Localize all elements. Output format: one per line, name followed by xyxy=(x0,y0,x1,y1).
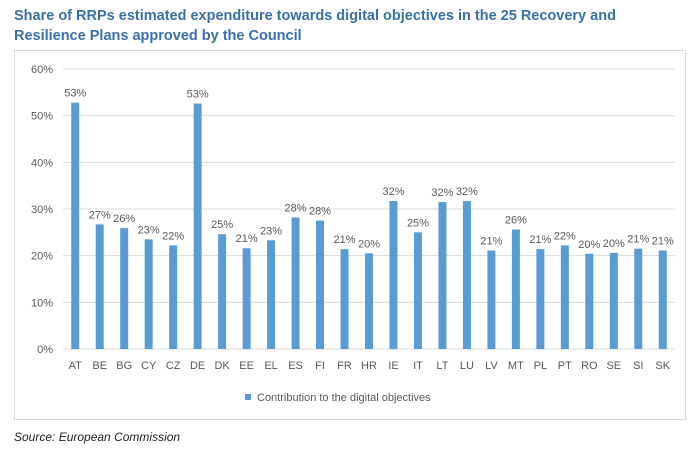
x-tick-label: IE xyxy=(388,360,398,372)
x-tick-label: ES xyxy=(288,360,303,372)
data-label: 28% xyxy=(309,206,331,218)
bar-si xyxy=(634,248,643,349)
bar-at xyxy=(71,102,80,349)
chart-area: 0% 10% 20% 30% 40% 50% 60% 53% 27% 26% 23% 22% 53% 2… xyxy=(14,50,686,420)
x-tick-label: FI xyxy=(315,360,325,372)
x-axis: AT BE BG CY CZ DE DK EE EL ES FI FR HR IE IT LT LU LV MT PL… xyxy=(69,360,671,372)
x-tick-label: HR xyxy=(361,360,377,372)
x-tick-label: PL xyxy=(534,360,547,372)
bar-es xyxy=(291,217,300,349)
x-tick-label: FR xyxy=(337,360,352,372)
data-label: 23% xyxy=(138,224,160,236)
bar-fi xyxy=(316,220,325,349)
x-tick-label: IT xyxy=(413,360,423,372)
y-tick-label: 60% xyxy=(31,64,53,76)
bar-pt xyxy=(560,245,569,349)
x-tick-label: LV xyxy=(485,360,498,372)
data-label: 26% xyxy=(505,215,527,227)
data-label: 32% xyxy=(431,187,453,199)
x-tick-label: DE xyxy=(190,360,205,372)
data-label: 22% xyxy=(554,230,576,242)
data-label: 25% xyxy=(211,219,233,231)
data-label: 20% xyxy=(578,239,600,251)
bar-cy xyxy=(144,239,153,349)
bars xyxy=(71,102,667,350)
data-label: 21% xyxy=(236,233,258,245)
x-tick-label: SK xyxy=(655,360,670,372)
data-label: 53% xyxy=(187,89,209,101)
x-tick-label: DK xyxy=(214,360,230,372)
x-tick-label: CY xyxy=(141,360,157,372)
legend: Contribution to the digital objectives xyxy=(245,392,431,404)
bar-se xyxy=(609,252,618,349)
data-label: 32% xyxy=(382,186,404,198)
data-label: 27% xyxy=(89,209,111,221)
y-tick-label: 20% xyxy=(31,251,53,263)
bar-de xyxy=(193,103,202,350)
x-tick-label: BE xyxy=(92,360,107,372)
bar-mt xyxy=(511,229,520,349)
x-tick-label: LT xyxy=(436,360,448,372)
bar-lv xyxy=(487,250,496,349)
data-label: 32% xyxy=(456,186,478,198)
bar-ro xyxy=(585,253,594,349)
chart-title: Share of RRPs estimated expenditure towa… xyxy=(14,8,616,44)
bar-cz xyxy=(169,245,178,349)
bar-bg xyxy=(120,228,129,349)
x-tick-label: EL xyxy=(264,360,277,372)
y-tick-label: 10% xyxy=(31,297,53,309)
bar-dk xyxy=(218,234,227,349)
data-label: 23% xyxy=(260,225,282,237)
legend-swatch xyxy=(245,394,251,400)
y-axis: 0% 10% 20% 30% 40% 50% 60% xyxy=(31,64,53,356)
x-tick-label: AT xyxy=(69,360,83,372)
data-label: 21% xyxy=(627,234,649,246)
data-label: 53% xyxy=(64,88,86,100)
data-labels: 53%27% 26%23%22%53%25%21%23%28% 28%21% 20%3… xyxy=(64,88,674,251)
bar-sk xyxy=(658,250,667,349)
bar-chart: 0%10%20%30%40%50%60% 53%27% 26%23%22%53%2… xyxy=(31,64,675,404)
bar-ee xyxy=(242,248,251,349)
source-note: Source: European Commission xyxy=(14,430,181,444)
data-label: 20% xyxy=(358,238,380,250)
data-label: 21% xyxy=(480,236,502,248)
bar-fr xyxy=(340,249,349,349)
data-label: 21% xyxy=(529,234,551,246)
x-tick-label: MT xyxy=(508,360,524,372)
x-tick-label: SE xyxy=(606,360,621,372)
data-label: 25% xyxy=(407,217,429,229)
bar-lt xyxy=(438,202,447,349)
legend-label: Contribution to the digital objectives xyxy=(257,392,431,404)
x-tick-label: CZ xyxy=(166,360,181,372)
bar-it xyxy=(413,232,422,349)
data-label: 21% xyxy=(334,234,356,246)
x-tick-label: SI xyxy=(633,360,643,372)
bar-pl xyxy=(536,249,545,349)
x-tick-label: LU xyxy=(460,360,474,372)
bar-el xyxy=(267,240,276,349)
data-label: 22% xyxy=(162,230,184,242)
y-tick-label: 30% xyxy=(31,204,53,216)
y-tick-label: 40% xyxy=(31,157,53,169)
bar-hr xyxy=(365,253,373,349)
bar-be xyxy=(95,224,104,349)
data-label: 20% xyxy=(603,238,625,250)
data-label: 26% xyxy=(113,213,135,225)
x-tick-label: BG xyxy=(116,360,132,372)
data-label: 21% xyxy=(652,236,674,248)
y-tick-label: 0% xyxy=(37,344,53,356)
y-tick-label: 50% xyxy=(31,111,53,123)
bar-ie xyxy=(389,201,398,349)
x-tick-label: PT xyxy=(558,360,572,372)
x-tick-label: RO xyxy=(581,360,598,372)
bar-lu xyxy=(462,201,471,349)
data-label: 28% xyxy=(285,202,307,214)
x-tick-label: EE xyxy=(239,360,254,372)
